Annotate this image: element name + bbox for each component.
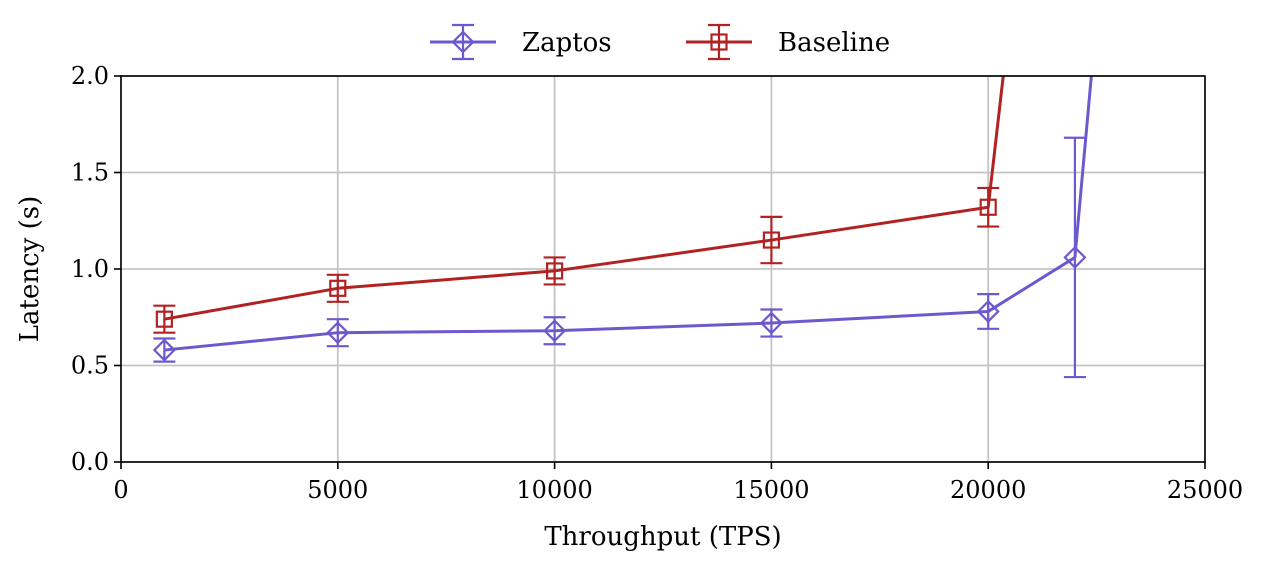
data-point-baseline <box>155 310 173 328</box>
series-baseline <box>153 76 1005 334</box>
x-tick-label: 10000 <box>516 476 592 504</box>
data-point-zaptos <box>976 299 1000 324</box>
y-axis-title: Latency (s) <box>15 196 45 343</box>
x-tick-label: 5000 <box>307 476 368 504</box>
legend: Zaptos Baseline <box>430 23 890 61</box>
legend-label-baseline: Baseline <box>778 28 890 58</box>
x-tick-label: 20000 <box>950 476 1026 504</box>
y-tick-label: 0.5 <box>71 352 109 380</box>
data-point-zaptos <box>759 311 783 335</box>
data-point-zaptos <box>1063 245 1087 269</box>
data-series <box>152 76 1093 379</box>
axes: 0 5000 10000 15000 20000 25000 0.0 0.5 1.0 1.5 2.0 <box>71 62 1243 504</box>
data-point-baseline <box>762 231 781 249</box>
data-point-zaptos <box>326 321 350 345</box>
y-tick-label: 0.0 <box>71 448 109 476</box>
data-point-baseline <box>329 279 347 297</box>
x-axis-title: Throughput (TPS) <box>544 522 781 552</box>
y-tick-label: 1.0 <box>71 255 109 283</box>
series-line-baseline <box>164 76 1005 321</box>
legend-marker-baseline <box>710 33 728 51</box>
x-tick-label: 15000 <box>733 476 809 504</box>
data-point-baseline <box>545 262 564 280</box>
y-tick-label: 2.0 <box>71 62 109 90</box>
legend-entry-baseline: Baseline <box>686 23 890 61</box>
x-tick-label: 25000 <box>1167 476 1243 504</box>
data-point-zaptos <box>543 319 567 343</box>
legend-entry-zaptos: Zaptos <box>430 23 612 61</box>
series-zaptos <box>152 76 1093 379</box>
series-line-zaptos <box>164 76 1093 352</box>
data-point-zaptos <box>152 338 176 362</box>
x-tick-label: 0 <box>113 476 128 504</box>
y-tick-label: 1.5 <box>71 159 109 187</box>
legend-marker-zaptos <box>451 30 475 54</box>
data-point-baseline <box>979 198 997 216</box>
grid-lines <box>120 75 1206 463</box>
legend-label-zaptos: Zaptos <box>522 28 612 58</box>
